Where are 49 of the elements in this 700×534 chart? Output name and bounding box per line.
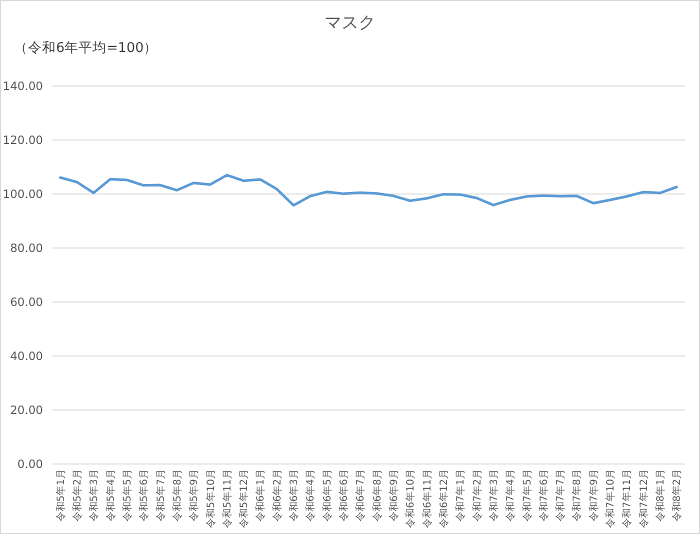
x-tick-label: 令和5年12月 xyxy=(238,469,250,528)
x-tick-label: 令和7年6月 xyxy=(538,469,550,522)
x-tick-label: 令和5年6月 xyxy=(138,469,150,522)
x-tick-label: 令和7年10月 xyxy=(604,469,617,528)
x-tick-label: 令和7年5月 xyxy=(521,469,534,522)
x-tick-label: 令和6年11月 xyxy=(421,469,434,528)
x-tick-label: 令和6年6月 xyxy=(338,469,350,522)
x-tick-label: 令和7年1月 xyxy=(454,469,467,522)
x-tick-label: 令和5年7月 xyxy=(154,469,167,522)
y-tick-label: 20.00 xyxy=(10,403,43,418)
x-tick-label: 令和5年4月 xyxy=(104,469,117,522)
x-tick-label: 令和5年11月 xyxy=(221,469,234,528)
x-tick-label: 令和5年1月 xyxy=(54,469,67,522)
line-series xyxy=(59,174,678,207)
x-tick-label: 令和7年7月 xyxy=(554,469,567,522)
x-tick-label: 令和5年2月 xyxy=(71,469,84,522)
y-tick-label: 60.00 xyxy=(10,295,43,310)
x-tick-label: 令和6年4月 xyxy=(304,469,317,522)
x-tick-label: 令和7年2月 xyxy=(471,469,484,522)
x-tick-label: 令和8年2月 xyxy=(671,469,684,522)
x-tick-label: 令和8年1月 xyxy=(654,469,667,522)
x-tick-label: 令和7年8月 xyxy=(571,469,584,522)
x-tick-label: 令和5年5月 xyxy=(121,469,134,522)
y-tick-label: 80.00 xyxy=(10,241,43,256)
x-tick-label: 令和6年8月 xyxy=(371,469,384,522)
y-tick-label: 120.00 xyxy=(2,133,43,148)
x-tick-label: 令和5年3月 xyxy=(88,469,100,522)
x-tick-label: 令和7年3月 xyxy=(488,469,500,522)
x-tick-label: 令和7年12月 xyxy=(638,469,650,528)
chart-title: マスク xyxy=(324,13,376,33)
x-tick-label: 令和7年11月 xyxy=(621,469,634,528)
x-tick-label: 令和7年4月 xyxy=(504,469,517,522)
y-tick-label: 40.00 xyxy=(10,349,43,364)
x-tick-label: 令和5年8月 xyxy=(171,469,184,522)
x-tick-label: 令和6年2月 xyxy=(271,469,284,522)
x-tick-label: 令和6年9月 xyxy=(388,469,400,522)
x-tick-label: 令和5年9月 xyxy=(188,469,200,522)
x-tick-label: 令和6年3月 xyxy=(288,469,300,522)
chart-subtitle: （令和6年平均=100） xyxy=(14,40,158,56)
y-tick-label: 0.00 xyxy=(17,457,43,472)
x-tick-label: 令和5年10月 xyxy=(204,469,217,528)
x-tick-label: 令和6年7月 xyxy=(354,469,367,522)
x-tick-label: 令和6年10月 xyxy=(404,469,417,528)
y-tick-label: 100.00 xyxy=(2,187,43,202)
y-tick-label: 140.00 xyxy=(2,79,43,94)
x-tick-label: 令和6年5月 xyxy=(321,469,334,522)
x-tick-label: 令和7年9月 xyxy=(588,469,600,522)
x-tick-label: 令和6年1月 xyxy=(254,469,267,522)
x-tick-label: 令和6年12月 xyxy=(438,469,450,528)
